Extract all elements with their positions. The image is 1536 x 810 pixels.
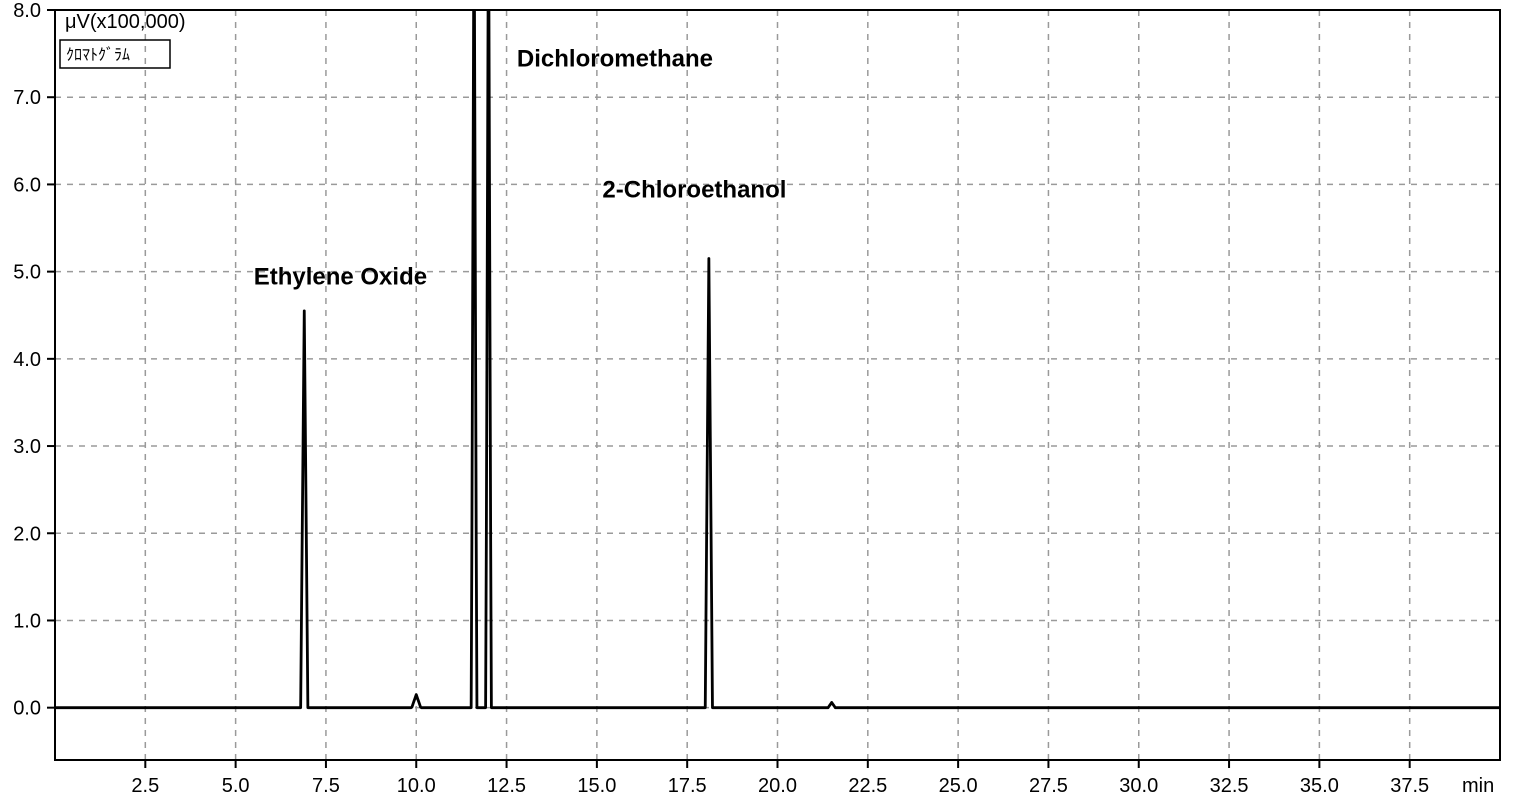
ytick-label: 5.0: [13, 262, 41, 284]
xtick-label: 12.5: [487, 775, 526, 797]
ytick-label: 2.0: [13, 523, 41, 545]
xtick-label: 27.5: [1029, 775, 1068, 797]
xtick-label: 7.5: [312, 775, 340, 797]
xtick-label: 37.5: [1390, 775, 1429, 797]
xtick-label: 2.5: [131, 775, 159, 797]
xtick-label: 15.0: [577, 775, 616, 797]
peak-label: Dichloromethane: [517, 46, 713, 73]
y-axis-label: μV(x100,000): [65, 11, 185, 33]
xtick-label: 35.0: [1300, 775, 1339, 797]
x-axis-label: min: [1462, 775, 1494, 797]
xtick-label: 20.0: [758, 775, 797, 797]
xtick-label: 30.0: [1119, 775, 1158, 797]
xtick-label: 10.0: [397, 775, 436, 797]
ytick-label: 4.0: [13, 349, 41, 371]
ytick-label: 7.0: [13, 87, 41, 109]
ytick-label: 1.0: [13, 610, 41, 632]
chart-background: [0, 0, 1536, 810]
chromatogram-chart: 0.0 1.0 2.0 3.0 4.0 5.0 6.0 7.0 8.0 2.5 5.0 7.5 10.0…: [0, 0, 1536, 810]
xtick-label: 25.0: [939, 775, 978, 797]
peak-label: 2-Chloroethanol: [602, 177, 786, 204]
ytick-label: 3.0: [13, 436, 41, 458]
xtick-label: 32.5: [1210, 775, 1249, 797]
ytick-label: 6.0: [13, 174, 41, 196]
ytick-label: 8.0: [13, 0, 41, 22]
peak-label: Ethylene Oxide: [254, 264, 427, 291]
xtick-label: 5.0: [222, 775, 250, 797]
xtick-label: 17.5: [668, 775, 707, 797]
ytick-label: 0.0: [13, 698, 41, 720]
xtick-label: 22.5: [848, 775, 887, 797]
inset-label: ｸﾛﾏﾄｸﾞﾗﾑ: [66, 45, 130, 64]
